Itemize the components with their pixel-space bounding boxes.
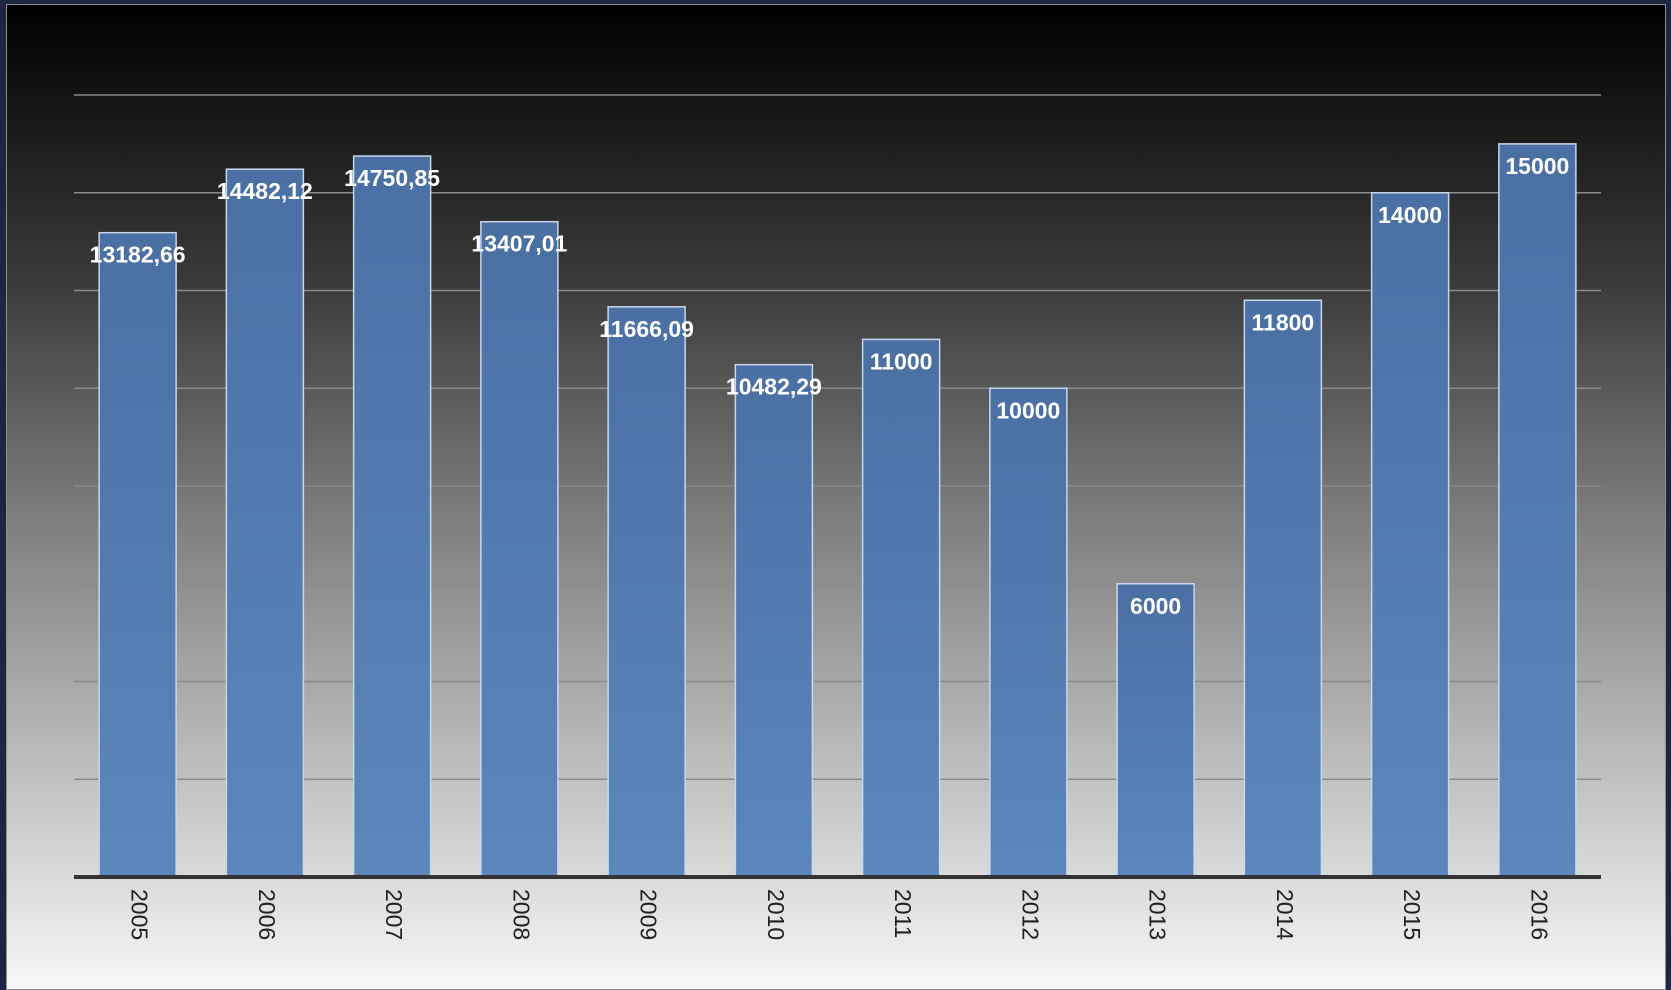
value-label-2013: 6000 <box>1130 593 1181 619</box>
x-tick-label: 2007 <box>381 889 407 940</box>
bar-2005 <box>98 231 177 878</box>
value-label-2015: 14000 <box>1378 202 1442 228</box>
bar-2013 <box>1116 583 1195 878</box>
x-tick-label: 2008 <box>508 889 534 940</box>
bar-2011 <box>861 338 941 878</box>
bar-2014 <box>1243 299 1323 878</box>
x-tick-label: 2005 <box>127 889 153 940</box>
x-tick-label: 2012 <box>1017 889 1043 940</box>
value-label-2014: 11800 <box>1252 309 1315 335</box>
bar-chart: 13182,66 14482,12 14750,85 13407,01 11666,09… <box>74 94 1601 940</box>
gridlines <box>74 94 1601 780</box>
x-tick-label: 2009 <box>636 889 662 940</box>
bars <box>98 143 1577 878</box>
value-label-2008: 13407,01 <box>471 231 567 257</box>
bar-2012 <box>989 387 1068 878</box>
x-tick-label: 2010 <box>763 889 789 940</box>
value-label-2012: 10000 <box>996 397 1060 423</box>
x-tick-label: 2016 <box>1526 889 1552 940</box>
bar-2015 <box>1370 192 1450 878</box>
value-label-2009: 11666,09 <box>599 316 694 342</box>
value-label-2005: 13182,66 <box>90 242 186 268</box>
value-labels: 13182,66 14482,12 14750,85 13407,01 11666,09… <box>90 153 1570 619</box>
bar-2016 <box>1498 143 1577 878</box>
value-label-2007: 14750,85 <box>344 165 440 191</box>
bar-2010 <box>734 363 814 878</box>
x-tick-label: 2014 <box>1272 889 1298 940</box>
x-tick-label: 2013 <box>1145 889 1171 940</box>
value-label-2011: 11000 <box>870 348 933 374</box>
x-tick-labels: 2005 2006 2007 2008 2009 2010 2011 2012 2013 2014… <box>127 889 1553 940</box>
value-label-2006: 14482,12 <box>217 178 313 204</box>
x-tick-label: 2011 <box>890 889 916 938</box>
x-tick-label: 2006 <box>254 889 280 940</box>
value-label-2010: 10482,29 <box>726 374 822 400</box>
bar-2006 <box>225 168 305 878</box>
x-tick-label: 2015 <box>1399 889 1425 940</box>
bar-2009 <box>607 306 686 878</box>
chart-frame: 13182,66 14482,12 14750,85 13407,01 11666,09… <box>6 4 1666 990</box>
bar-2007 <box>352 155 432 878</box>
bar-2008 <box>480 220 559 878</box>
value-label-2016: 15000 <box>1505 153 1569 179</box>
